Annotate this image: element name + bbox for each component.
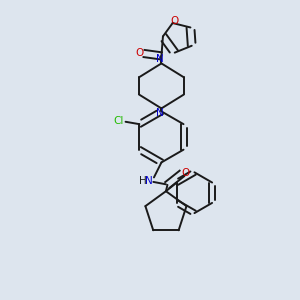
Text: O: O xyxy=(182,168,190,178)
Text: Cl: Cl xyxy=(114,116,124,126)
Text: N: N xyxy=(156,108,164,118)
Text: N: N xyxy=(156,54,164,64)
Text: O: O xyxy=(136,48,144,58)
Text: O: O xyxy=(170,16,178,26)
Text: H: H xyxy=(139,176,146,186)
Text: N: N xyxy=(145,176,153,186)
